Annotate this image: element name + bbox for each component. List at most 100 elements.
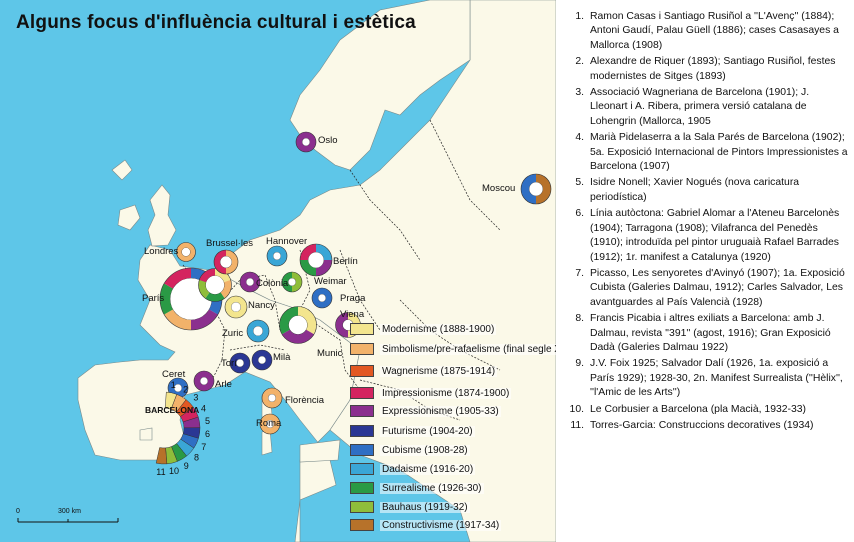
- list-item-number: 11.: [570, 419, 584, 431]
- legend-item: Wagnerisme (1875-1914): [350, 364, 498, 378]
- city-label-londres: Londres: [144, 246, 179, 257]
- legend-item: Dadaisme (1916-20): [350, 462, 476, 476]
- influence-ring-londres: [176, 242, 196, 262]
- legend-label: Expressionisme (1905-33): [380, 405, 501, 417]
- legend-label: Constructivisme (1917-34): [380, 519, 502, 531]
- legend-item: Constructivisme (1917-34): [350, 518, 502, 532]
- barcelona-fan-number: 10: [169, 466, 179, 476]
- city-label-brusselles: Brussel·les: [206, 238, 253, 249]
- list-item-text: Alexandre de Riquer (1893); Santiago Rus…: [590, 56, 836, 82]
- legend-item: Futurisme (1904-20): [350, 424, 475, 438]
- influence-ring-colonia: [239, 271, 261, 293]
- list-item-number: 10.: [569, 403, 584, 415]
- list-item-text: Ramon Casas i Santiago Rusiñol a ''L'Ave…: [590, 11, 839, 51]
- influence-ring-arle: [193, 370, 215, 392]
- city-label-munic: Munic: [317, 348, 343, 359]
- city-label-berlin: Berlín: [333, 256, 358, 267]
- influence-ring-milan: [251, 349, 273, 371]
- legend-item: Surrealisme (1926-30): [350, 481, 484, 495]
- legend-item: Cubisme (1908-28): [350, 443, 470, 457]
- list-item: 10. Le Corbusier a Barcelona (pla Macià, …: [560, 403, 848, 417]
- legend-item: Modernisme (1888-1900): [350, 322, 497, 336]
- borders: [182, 119, 501, 421]
- influence-ring-weimar: [281, 271, 303, 293]
- legend-item: Expressionisme (1905-33): [350, 404, 501, 418]
- barcelona-fan: 1 234 5 6 789 10 11: [155, 380, 210, 477]
- city-label-ceret: Ceret: [162, 369, 186, 380]
- list-item-number: 3.: [575, 87, 584, 99]
- legend-swatch: [350, 343, 374, 355]
- legend-label: Modernisme (1888-1900): [380, 323, 497, 335]
- list-item-text: Picasso, Les senyoretes d'Avinyó (1907);…: [590, 267, 845, 308]
- city-label-praga: Praga: [340, 293, 366, 304]
- legend-swatch: [350, 444, 374, 456]
- influence-ring-florencia: [261, 387, 283, 409]
- city-label-arle: Arle: [215, 379, 232, 390]
- influence-ring-brusselles: [213, 249, 239, 275]
- influence-ring-moscou: [520, 173, 552, 205]
- list-item: 3. Associació Wagneriana de Barcelona (19…: [560, 86, 848, 129]
- list-item-number: 6.: [575, 208, 584, 220]
- legend-swatch: [350, 482, 374, 494]
- barcelona-fan-number: 8: [194, 453, 199, 463]
- list-item-text: Marià Pidelaserra a la Sala Parés de Bar…: [590, 132, 848, 173]
- list-item: 6. Línia autòctona: Gabriel Alomar a l'At…: [560, 207, 848, 265]
- list-item-text: Torres-Garcia: Construccions decoratives…: [590, 419, 814, 431]
- scale-km: 300 km: [58, 508, 81, 515]
- barcelona-fan-number: 7: [201, 442, 206, 452]
- legend-swatch: [350, 365, 374, 377]
- city-label-florencia: Florència: [285, 395, 325, 406]
- legend-label: Futurisme (1904-20): [380, 425, 475, 437]
- list-item-text: Associació Wagneriana de Barcelona (1901…: [590, 87, 810, 127]
- city-label-tori: Torí: [221, 358, 237, 369]
- scale-zero: 0: [16, 508, 20, 515]
- list-item-number: 5.: [575, 177, 584, 189]
- list-item-number: 2.: [575, 56, 584, 68]
- city-label-nancy: Nancy: [248, 300, 275, 311]
- legend-label: Dadaisme (1916-20): [380, 463, 476, 475]
- legend-label: Simbolisme/pre-rafaelisme (final segle X…: [380, 343, 556, 355]
- city-label-weimar: Weimar: [314, 276, 347, 287]
- list-item: 2. Alexandre de Riquer (1893); Santiago R…: [560, 55, 848, 84]
- influence-ring-tori: [229, 352, 251, 374]
- barcelona-fan-number: 2: [183, 385, 188, 395]
- list-item-text: Le Corbusier a Barcelona (pla Macià, 193…: [590, 403, 807, 415]
- barcelona-fan-number: 3: [193, 393, 198, 403]
- city-label-viena: Viena: [340, 309, 365, 320]
- barcelona-fan-segment: [155, 447, 168, 465]
- list-item-text: J.V. Foix 1925; Salvador Dalí (1926, 1a.…: [590, 358, 843, 399]
- city-label-roma: Roma: [256, 418, 282, 429]
- barcelona-fan-number: 5: [205, 416, 210, 426]
- legend-swatch: [350, 519, 374, 531]
- list-item-text: Línia autòctona: Gabriel Alomar a l'Aten…: [590, 208, 840, 263]
- influence-ring-paris-inner: [198, 268, 232, 302]
- list-item-number: 1.: [575, 11, 584, 22]
- city-label-milan: Milà: [273, 352, 291, 363]
- barcelona-fan-number: 11: [156, 467, 165, 477]
- scale-bar: [17, 518, 119, 523]
- list-item-number: 8.: [575, 313, 584, 325]
- legend-item: Simbolisme/pre-rafaelisme (final segle X…: [350, 342, 556, 356]
- influence-ring-zuric: [246, 319, 270, 343]
- barcelona-fan-number: 4: [201, 404, 206, 414]
- city-label-hannover: Hannover: [266, 236, 308, 247]
- list-item-number: 7.: [575, 267, 584, 279]
- influence-ring-berlin: [299, 243, 333, 277]
- barcelona-fan-number: 1: [171, 380, 176, 390]
- city-label-colonia: Colònia: [256, 278, 289, 289]
- list-item-number: 9.: [575, 358, 584, 370]
- legend-label: Wagnerisme (1875-1914): [380, 365, 498, 377]
- legend-label: Cubisme (1908-28): [380, 444, 470, 456]
- list-item: 11. Torres-Garcia: Construccions decorati…: [560, 419, 848, 433]
- influence-ring-hannover: [266, 245, 288, 267]
- map-panel: Alguns focus d'influència cultural i est…: [0, 0, 556, 542]
- city-label-moscou: Moscou: [482, 183, 516, 194]
- legend-label: Bauhaus (1919-32): [380, 501, 470, 513]
- legend-swatch: [350, 405, 374, 417]
- list-item: 8. Francis Picabia i altres exiliats a Ba…: [560, 312, 848, 355]
- list-item-text: Francis Picabia i altres exiliats a Barc…: [590, 313, 831, 353]
- city-label-oslo: Oslo: [318, 135, 338, 146]
- legend-item: Impressionisme (1874-1900): [350, 386, 512, 400]
- list-item: 5. Isidre Nonell; Xavier Nogués (nova car…: [560, 176, 848, 205]
- list-item: 7. Picasso, Les senyoretes d'Avinyó (1907…: [560, 267, 848, 310]
